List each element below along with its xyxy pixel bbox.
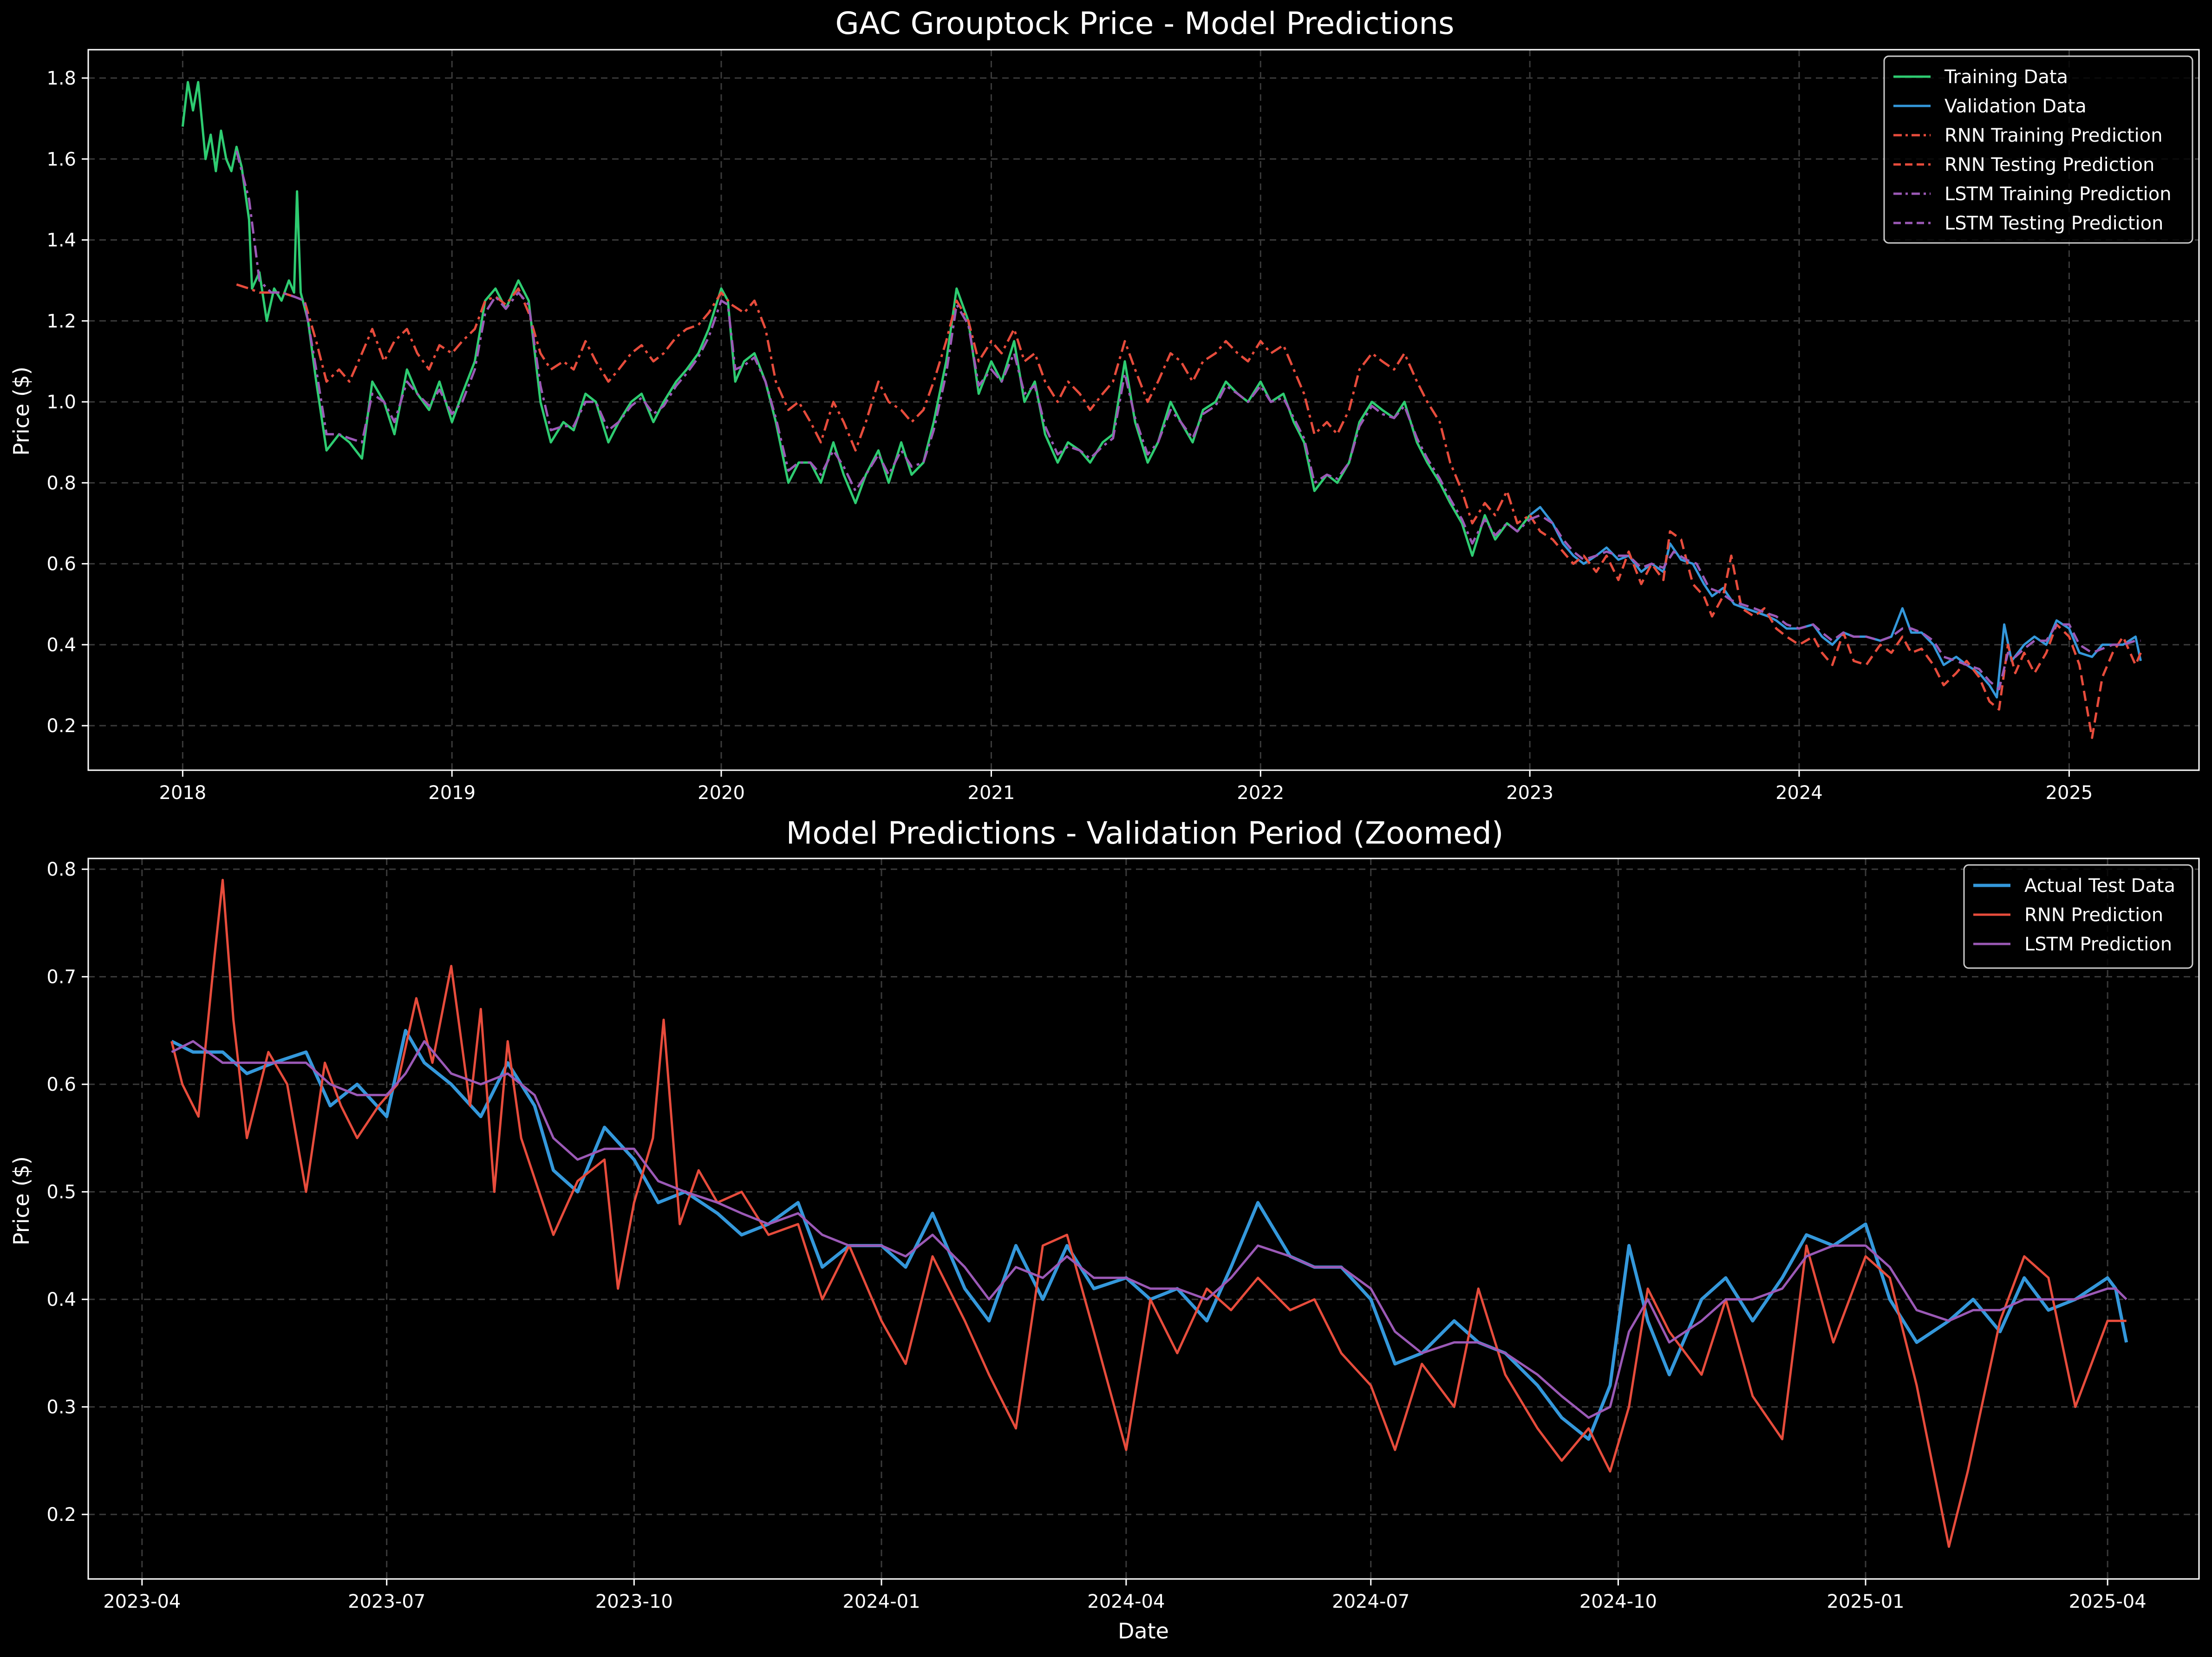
legend-label: LSTM Testing Prediction	[1944, 213, 2163, 234]
legend-box	[1963, 864, 2193, 969]
y-tick-label: 1.8	[46, 68, 76, 89]
x-tick-label: 2023-07	[348, 1591, 425, 1612]
x-tick-label: 2025	[2046, 782, 2093, 804]
zoom-chart-y-axis-label: Price ($)	[9, 1156, 34, 1245]
y-tick-label: 0.4	[46, 1289, 76, 1310]
main-chart: GAC Grouptock Price - Model Predictions …	[9, 6, 2200, 804]
y-tick-label: 0.2	[46, 1504, 76, 1526]
legend-label: Validation Data	[1944, 96, 2087, 117]
zoom-chart-x-axis-label: Date	[1118, 1618, 1169, 1644]
zoom-chart-legend: Actual Test Data RNN Prediction LSTM Predi…	[1963, 864, 2193, 969]
x-tick-label: 2024-04	[1087, 1591, 1165, 1612]
x-tick-label: 2019	[428, 782, 476, 804]
legend-box	[1883, 55, 2193, 244]
main-chart-axes: 0.2 0.4 0.6 0.8 1.0 1.2 1.4 1.6 1.8 2018 2019 2020 2…	[46, 49, 2200, 804]
x-tick-label: 2024-01	[842, 1591, 920, 1612]
zoom-chart-title: Model Predictions - Validation Period (Z…	[786, 815, 1503, 851]
x-tick-label: 2018	[159, 782, 206, 804]
y-tick-label: 1.6	[46, 149, 76, 170]
x-tick-label: 2020	[698, 782, 745, 804]
y-tick-label: 1.2	[46, 311, 76, 332]
y-tick-label: 0.6	[46, 554, 76, 575]
zoom-chart-axes: 0.2 0.3 0.4 0.5 0.6 0.7 0.8 2023-04 2023-07 2023-…	[46, 858, 2200, 1612]
series-line-lstm-training-prediction	[235, 151, 1531, 545]
y-tick-label: 1.4	[46, 230, 76, 251]
x-tick-label: 2025-04	[2069, 1591, 2147, 1612]
legend-label: Training Data	[1944, 66, 2068, 88]
y-tick-label: 0.2	[46, 715, 76, 737]
x-tick-label: 2023	[1506, 782, 1553, 804]
y-tick-label: 0.7	[46, 967, 76, 988]
x-tick-label: 2025-01	[1827, 1591, 1904, 1612]
axes-frame	[87, 858, 2200, 1580]
legend-label: Actual Test Data	[2024, 875, 2175, 897]
x-tick-label: 2024-10	[1579, 1591, 1657, 1612]
legend-label: RNN Prediction	[2024, 904, 2163, 926]
y-tick-label: 1.0	[46, 392, 76, 413]
series-group	[170, 878, 2128, 1548]
series-line-rnn-training-prediction	[236, 283, 1531, 524]
legend-label: LSTM Prediction	[2024, 934, 2172, 955]
main-chart-legend: Training Data Validation Data RNN Training…	[1883, 55, 2193, 244]
y-tick-label: 0.3	[46, 1397, 76, 1418]
y-tick-label: 0.6	[46, 1074, 76, 1095]
x-tick-label: 2022	[1237, 782, 1284, 804]
x-tick-label: 2021	[968, 782, 1015, 804]
x-tick-label: 2023-04	[103, 1591, 181, 1612]
legend-label: LSTM Training Prediction	[1944, 183, 2172, 205]
series-group	[181, 81, 2142, 739]
legend-label: RNN Training Prediction	[1944, 125, 2163, 146]
main-chart-y-axis-label: Price ($)	[9, 367, 34, 456]
x-tick-label: 2024-07	[1332, 1591, 1409, 1612]
main-chart-grid	[88, 50, 2199, 770]
x-tick-label: 2023-10	[595, 1591, 673, 1612]
legend-label: RNN Testing Prediction	[1944, 154, 2154, 176]
zoom-chart: Model Predictions - Validation Period (Z…	[9, 815, 2200, 1644]
zoom-chart-grid	[88, 858, 2199, 1579]
y-tick-label: 0.5	[46, 1182, 76, 1203]
y-tick-label: 0.8	[46, 472, 76, 494]
series-line-lstm-prediction	[171, 1040, 2127, 1419]
main-chart-title: GAC Grouptock Price - Model Predictions	[835, 6, 1454, 41]
zoom-chart-plot-area	[170, 878, 2128, 1548]
y-tick-label: 0.4	[46, 635, 76, 656]
series-line-rnn-prediction	[170, 878, 2127, 1548]
main-chart-plot-area	[181, 81, 2142, 739]
axes-frame	[87, 49, 2200, 771]
series-line-rnn-testing-prediction	[1528, 514, 2142, 739]
x-tick-label: 2024	[1775, 782, 1823, 804]
series-line-actual-test-data	[170, 1028, 2128, 1441]
series-line-lstm-testing-prediction	[1529, 514, 2141, 691]
y-tick-label: 0.8	[46, 859, 76, 880]
